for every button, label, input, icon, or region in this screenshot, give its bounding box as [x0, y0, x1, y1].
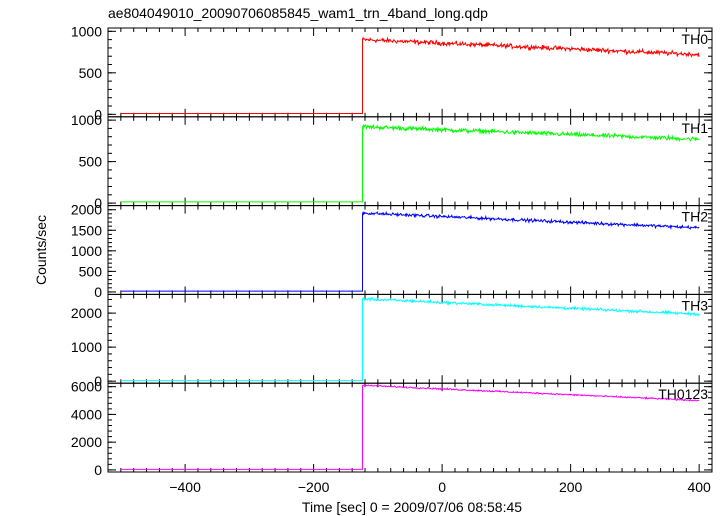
panel-label-th0123: TH0123 [658, 386, 708, 402]
panel-frame [107, 205, 713, 295]
y-tick-label: 6000 [71, 379, 102, 395]
series-line-th0123 [120, 384, 700, 470]
panel-frame [107, 293, 713, 384]
y-tick-label: 0 [94, 284, 102, 300]
series-line-th0 [120, 36, 700, 114]
panel-th3: 0 1000 2000 TH3 [71, 293, 713, 389]
y-tick-label: 1000 [71, 112, 102, 128]
y-tick-label: 4000 [71, 406, 102, 422]
x-tick-label: 200 [559, 479, 583, 495]
x-tick-label: −400 [169, 479, 201, 495]
y-tick-label: 1000 [71, 23, 102, 39]
chart-title: ae804049010_20090706085845_wam1_trn_4ban… [108, 5, 488, 21]
series-line-th3 [120, 295, 700, 382]
y-tick-label: 500 [79, 65, 103, 81]
y-tick-label: 2000 [71, 305, 102, 321]
y-tick-label: 1000 [71, 243, 102, 259]
panel-th0123: 0 2000 4000 6000 TH0123 [71, 379, 713, 478]
series-line-th1 [120, 123, 700, 203]
y-tick-label: 0 [94, 373, 102, 389]
y-tick-label: 500 [79, 154, 103, 170]
panel-frame [107, 116, 713, 207]
panel-frame [107, 382, 713, 473]
chart-panels: 0 500 1000 TH0 0 500 1000 TH1 0 500 1000 1500 2000 TH… [71, 23, 713, 478]
panel-label-th3: TH3 [682, 297, 709, 313]
panel-th2: 0 500 1000 1500 2000 TH2 [71, 202, 713, 300]
y-tick-label: 500 [79, 263, 103, 279]
y-tick-label: 2000 [71, 434, 102, 450]
y-axis-title: Counts/sec [33, 215, 49, 285]
series-line-th2 [120, 210, 700, 292]
panel-label-th1: TH1 [682, 120, 709, 136]
y-tick-label: 0 [94, 106, 102, 122]
y-tick-label: 2000 [71, 202, 102, 218]
x-axis-tick-labels: −400 −200 0 200 400 [169, 479, 711, 495]
x-axis-title: Time [sec] 0 = 2009/07/06 08:58:45 [302, 499, 522, 515]
y-tick-label: 0 [94, 195, 102, 211]
x-tick-label: 400 [687, 479, 711, 495]
y-tick-label: 1000 [71, 339, 102, 355]
panel-label-th2: TH2 [682, 209, 709, 225]
panel-label-th0: TH0 [682, 31, 709, 47]
x-tick-label: 0 [438, 479, 446, 495]
panel-th0: 0 500 1000 TH0 [71, 23, 713, 122]
y-tick-label: 1500 [71, 222, 102, 238]
x-tick-label: −200 [298, 479, 330, 495]
panel-th1: 0 500 1000 TH1 [71, 112, 713, 211]
y-tick-label: 0 [94, 462, 102, 478]
